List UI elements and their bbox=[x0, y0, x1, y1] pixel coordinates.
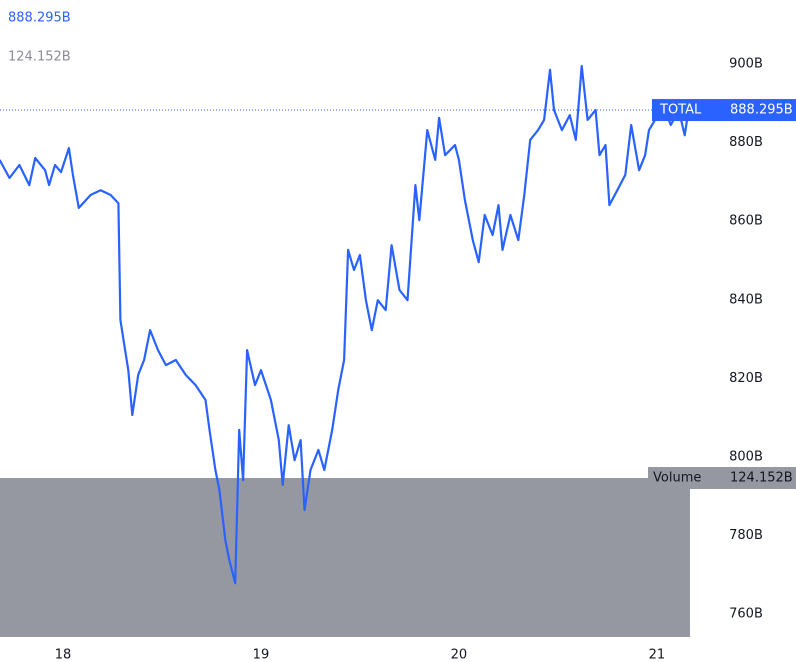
legend-price: 888.295B bbox=[8, 11, 71, 26]
volume-label-box bbox=[648, 467, 796, 489]
volume-bar bbox=[0, 478, 690, 637]
y-tick-label: 800B bbox=[729, 450, 763, 465]
y-tick-label: 900B bbox=[729, 57, 763, 72]
volume-name: Volume bbox=[653, 471, 701, 486]
price-label-box bbox=[652, 99, 796, 122]
price-line bbox=[0, 64, 690, 585]
volume-label: 124.152B bbox=[730, 471, 793, 486]
y-tick-label: 780B bbox=[729, 528, 763, 543]
price-label: 888.295B bbox=[730, 103, 793, 118]
x-tick-label: 20 bbox=[451, 648, 468, 662]
y-tick-label: 880B bbox=[729, 135, 763, 150]
legend-volume: 124.152B bbox=[8, 50, 71, 65]
x-tick-label: 18 bbox=[55, 648, 72, 662]
series-name: TOTAL bbox=[659, 103, 702, 118]
x-tick-label: 19 bbox=[253, 648, 270, 662]
y-tick-label: 820B bbox=[729, 371, 763, 386]
y-tick-label: 860B bbox=[729, 214, 763, 229]
y-tick-label: 760B bbox=[729, 607, 763, 622]
y-tick-label: 840B bbox=[729, 292, 763, 307]
x-tick-label: 21 bbox=[649, 648, 666, 662]
